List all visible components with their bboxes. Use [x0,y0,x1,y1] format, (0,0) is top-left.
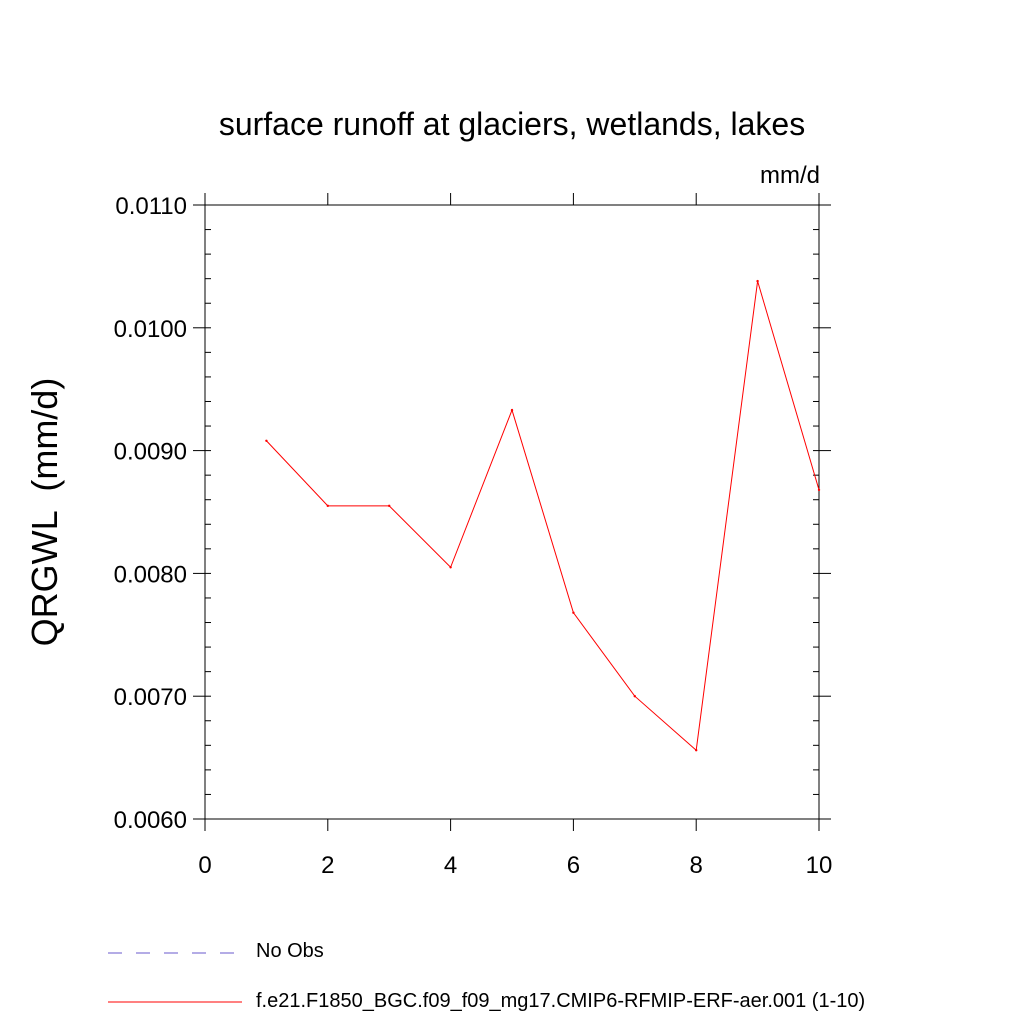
x-tick-label: 6 [567,852,580,879]
data-point [695,749,698,752]
y-tick-label: 0.0100 [114,316,187,343]
chart-title: surface runoff at glaciers, wetlands, la… [218,106,806,142]
x-tick-label: 2 [321,852,334,879]
x-tick-label: 10 [806,852,833,879]
y-tick-label: 0.0060 [114,807,187,834]
legend-label-no-obs: No Obs [256,940,324,962]
data-point [633,695,636,698]
data-point [326,504,329,508]
data-point [572,611,575,614]
x-tick-label: 8 [690,852,703,879]
data-point [817,488,821,492]
data-point [449,566,452,569]
x-tick-label: 0 [198,852,211,879]
data-point [756,279,759,283]
y-tick-label: 0.0110 [115,193,187,220]
plot-frame [204,204,820,820]
y-tick-label: 0.0090 [114,439,187,466]
series-line [266,280,820,752]
data-point [388,504,391,508]
legend-label-series: f.e21.F1850_BGC.f09_f09_mg17.CMIP6-RFMIP… [256,990,866,1012]
y-tick-label: 0.0070 [114,684,187,711]
y-tick-label: 0.0080 [114,561,187,588]
x-tick-label: 4 [444,852,457,879]
data-point [510,408,514,412]
units-label: mm/d [760,162,820,189]
data-point [265,439,268,442]
